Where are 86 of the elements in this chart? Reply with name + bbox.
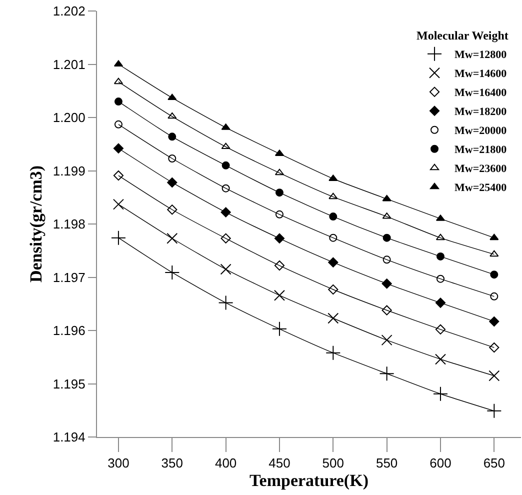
legend-label: Mw=23600 [454, 163, 508, 176]
point [432, 386, 448, 402]
legend-label: Mw=14600 [454, 68, 508, 80]
point [434, 354, 446, 365]
point [435, 324, 446, 334]
point [114, 78, 124, 84]
point [326, 345, 341, 360]
y-tick-label: 1.199 [52, 163, 86, 178]
point [435, 298, 446, 308]
point [490, 270, 498, 279]
point [167, 177, 178, 188]
point [114, 98, 122, 106]
point [382, 278, 392, 289]
legend-label: Mw=25400 [454, 182, 508, 194]
point [222, 184, 230, 192]
point [382, 234, 391, 242]
point [220, 264, 232, 275]
point [490, 234, 499, 240]
legend-label: Mw=18200 [454, 106, 508, 118]
point [113, 143, 124, 154]
legend-label: Mw=20000 [454, 125, 508, 138]
point [382, 194, 392, 202]
legend-label: Mw=21800 [454, 144, 508, 156]
x-tick-label: 650 [483, 456, 506, 471]
point [328, 312, 339, 324]
x-tick-label: 350 [161, 456, 183, 471]
point [328, 284, 338, 295]
legend-label: Mw=12800 [454, 49, 508, 62]
point [168, 112, 177, 119]
point [112, 198, 124, 210]
point [329, 234, 338, 242]
point [274, 290, 285, 301]
point [436, 252, 444, 260]
point [113, 170, 124, 181]
point [274, 260, 285, 271]
point [490, 250, 499, 257]
point [168, 94, 177, 100]
point [166, 232, 178, 244]
y-tick-label: 1.198 [52, 216, 86, 232]
point [382, 256, 391, 264]
point [436, 274, 444, 283]
point [275, 210, 284, 218]
x-tick-label: 550 [376, 456, 398, 471]
point [220, 233, 231, 244]
legend-title: Molecular Weight [416, 28, 508, 42]
point [222, 161, 230, 170]
x-tick-label: 500 [322, 456, 344, 471]
x-tick-label: 450 [268, 456, 290, 471]
point [221, 142, 230, 150]
point [164, 264, 180, 280]
point [436, 234, 446, 240]
y-tick-label: 1.202 [52, 4, 86, 19]
point [114, 120, 122, 128]
point [272, 321, 287, 336]
x-axis-title: Temperature(K) [250, 471, 368, 490]
point [328, 257, 338, 268]
point [489, 316, 500, 326]
point [489, 342, 500, 353]
point [486, 403, 502, 418]
y-tick-label: 1.194 [52, 430, 86, 445]
point [220, 207, 231, 218]
point [274, 168, 284, 176]
x-tick-label: 600 [430, 456, 452, 471]
point [275, 188, 284, 197]
point [490, 292, 498, 300]
point [328, 192, 338, 200]
y-tick-label: 1.197 [52, 270, 86, 285]
x-tick-label: 400 [214, 456, 237, 471]
point [382, 305, 392, 316]
point [168, 132, 176, 141]
y-axis-title: Density(gr/cm3) [26, 165, 46, 283]
y-tick-label: 1.195 [52, 376, 86, 392]
y-tick-label: 1.196 [52, 323, 86, 338]
point [329, 212, 338, 221]
x-tick-label: 300 [108, 456, 130, 471]
point [110, 230, 126, 246]
legend-label: Mw=16400 [454, 87, 508, 100]
point [381, 334, 392, 346]
y-tick-label: 1.200 [52, 110, 86, 126]
point [218, 295, 234, 310]
point [274, 233, 285, 244]
point [167, 204, 178, 215]
point [488, 370, 500, 382]
point [379, 366, 394, 382]
point [168, 154, 176, 162]
y-tick-label: 1.201 [52, 56, 86, 72]
